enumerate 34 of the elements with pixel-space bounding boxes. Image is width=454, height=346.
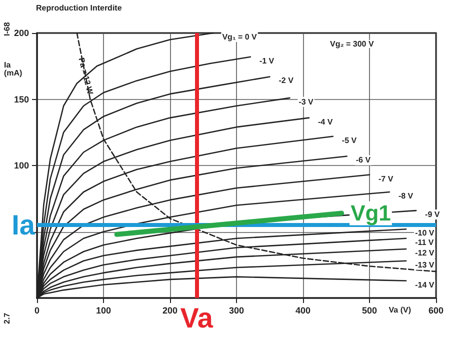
series-label: -13 V <box>415 260 435 270</box>
series-label: -12 V <box>415 248 435 258</box>
series-label: -3 V <box>298 97 314 106</box>
series-label: -9 V <box>425 210 440 220</box>
x-tick-label: 200 <box>162 306 178 316</box>
series-label: -8 V <box>398 192 414 200</box>
x-tick-label: 600 <box>428 306 444 316</box>
x-axis-title: Va (V) <box>388 306 412 314</box>
x-tick-label: 0 <box>34 306 40 316</box>
y-axis-title: Ia (mA) <box>4 60 23 78</box>
series-label: -4 V <box>318 117 334 126</box>
x-tick-label: 300 <box>228 306 244 316</box>
text: I-68 <box>2 22 12 36</box>
series-label: -11 V <box>415 238 434 247</box>
y-tick-label: 100 <box>14 160 29 170</box>
ref-line-label: Ia <box>12 210 36 241</box>
series-label: Vg₁ = 0 V <box>222 32 258 42</box>
x-tick-label: 100 <box>96 306 112 316</box>
series-label: Vg1 <box>350 200 391 226</box>
x-tick-label: 500 <box>362 306 378 316</box>
text: 2.7 <box>2 312 12 324</box>
annotation: Vg₂ = 300 V <box>330 40 374 48</box>
series-label: -14 V <box>415 280 435 290</box>
series-label: -6 V <box>356 156 372 165</box>
y-tick-label: 200 <box>14 28 29 38</box>
series-label: -7 V <box>378 174 394 184</box>
x-tick-label: 400 <box>295 306 311 316</box>
text: Reproduction Interdite <box>36 4 122 12</box>
series-label: -1 V <box>259 56 275 66</box>
series-label: -10 V <box>415 228 435 238</box>
y-tick-label: 150 <box>14 94 29 104</box>
series-label: -2 V <box>278 76 294 86</box>
series-label: -5 V <box>342 136 358 145</box>
ref-line-label: Va <box>180 302 214 334</box>
